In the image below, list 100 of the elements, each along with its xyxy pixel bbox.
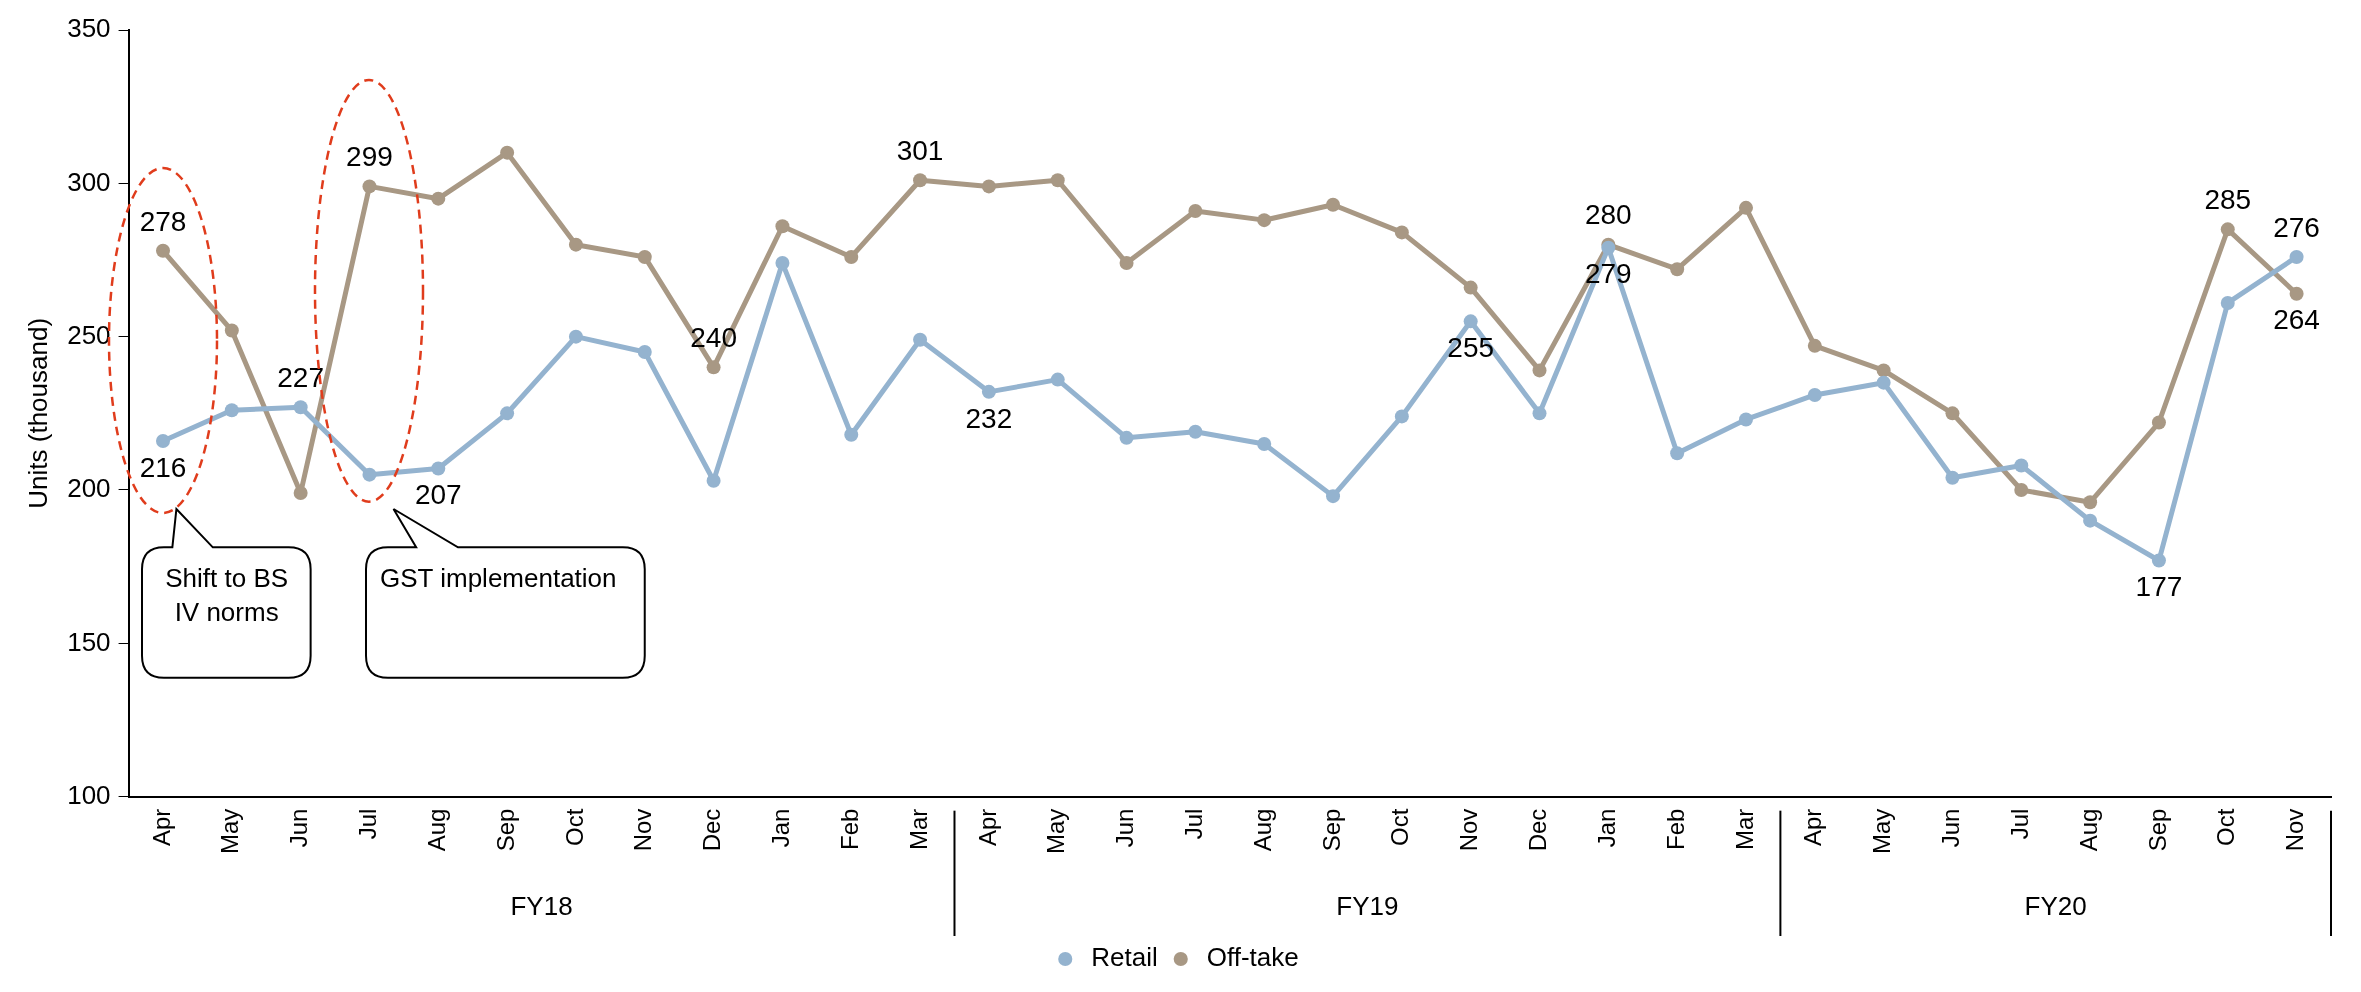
legend-label: Off-take <box>1206 942 1299 973</box>
data-label: 301 <box>896 134 944 166</box>
point <box>913 332 928 347</box>
annotation: Shift to BS IV norms <box>164 562 290 630</box>
point <box>293 486 308 501</box>
data-label: 207 <box>414 479 462 511</box>
point <box>2083 495 2098 510</box>
data-label: 216 <box>139 451 187 483</box>
x-tick-label: Jan <box>1592 808 1620 848</box>
x-tick-label: Nov <box>1455 808 1483 852</box>
y-tick-label: 150 <box>67 626 111 657</box>
data-label: 278 <box>139 205 187 237</box>
x-tick-label: Sep <box>1317 808 1345 852</box>
x-tick-label: Dec <box>698 808 726 852</box>
point <box>2014 483 2029 497</box>
x-tick-label: Oct <box>1386 808 1414 846</box>
data-label: 232 <box>965 402 1013 434</box>
y-tick-label: 250 <box>67 319 111 350</box>
point <box>1738 200 1753 215</box>
x-tick-label: Jul <box>354 808 382 840</box>
point <box>1119 430 1134 445</box>
data-label: 227 <box>277 361 324 393</box>
x-tick-label: Apr <box>147 808 175 847</box>
x-tick-label: Jan <box>767 808 795 848</box>
point <box>844 427 859 442</box>
point <box>1876 363 1891 378</box>
data-label: 280 <box>1584 199 1632 231</box>
point <box>2014 458 2029 473</box>
data-label: 177 <box>2135 571 2183 603</box>
x-tick-label: Aug <box>1248 808 1276 852</box>
point <box>1876 375 1891 390</box>
point <box>1050 372 1065 387</box>
x-tick-label: Aug <box>422 808 450 852</box>
x-tick-label: Oct <box>2212 808 2240 846</box>
point <box>1463 280 1478 295</box>
point <box>981 384 996 399</box>
x-tick-label: Jun <box>285 808 313 848</box>
point <box>981 179 996 194</box>
point <box>1394 409 1409 424</box>
x-tick-label: Mar <box>904 808 932 850</box>
legend-label: Retail <box>1091 942 1158 973</box>
x-tick-label: Apr <box>973 808 1001 847</box>
point <box>775 256 790 271</box>
x-tick-label: Feb <box>835 808 863 851</box>
text: FY20 <box>2024 891 2087 922</box>
point <box>1188 203 1203 218</box>
point <box>1738 412 1753 427</box>
point <box>1394 225 1409 240</box>
text: FY19 <box>1336 891 1399 922</box>
point <box>1257 213 1272 228</box>
x-tick-label: Dec <box>1524 808 1552 852</box>
x-tick-label: Nov <box>629 808 657 852</box>
point <box>637 249 652 264</box>
point <box>431 461 446 476</box>
x-tick-label: Sep <box>2143 808 2171 852</box>
point <box>155 243 170 258</box>
point <box>1119 256 1134 271</box>
point <box>2220 295 2235 310</box>
point <box>1670 446 1685 461</box>
point <box>1050 173 1065 188</box>
point <box>637 345 652 359</box>
point <box>1463 314 1478 329</box>
x-tick-label: Mar <box>1730 808 1758 850</box>
point <box>2289 249 2304 264</box>
data-label: 299 <box>346 141 393 173</box>
point <box>913 173 928 188</box>
annotation: GST implementation <box>380 562 618 596</box>
point <box>362 467 377 482</box>
point <box>2220 222 2235 237</box>
point <box>706 473 721 488</box>
point <box>1670 262 1685 277</box>
x-tick-label: Aug <box>2074 808 2102 852</box>
point <box>2151 415 2166 430</box>
point <box>500 145 515 160</box>
data-label: 264 <box>2273 304 2320 336</box>
y-tick-label: 200 <box>67 473 111 504</box>
x-tick-label: May <box>1042 808 1070 854</box>
point <box>224 323 239 338</box>
data-label: 285 <box>2204 184 2252 216</box>
x-tick-label: Nov <box>2281 808 2309 852</box>
point <box>362 179 377 194</box>
x-tick-label: Sep <box>491 808 519 852</box>
data-label: 276 <box>2273 211 2320 243</box>
text: FY18 <box>510 891 573 922</box>
point <box>568 237 583 252</box>
x-tick-label: May <box>1868 808 1896 854</box>
x-tick-label: Feb <box>1661 808 1689 851</box>
y-tick-label: 350 <box>67 13 111 44</box>
y-tick-label: 300 <box>67 166 111 197</box>
point <box>1532 406 1547 421</box>
y-axis-title: Units (thousand) <box>22 317 53 509</box>
x-tick-label: May <box>216 808 244 854</box>
data-label: 255 <box>1447 332 1495 364</box>
data-label: 240 <box>690 322 737 354</box>
point <box>1326 489 1341 504</box>
point <box>844 249 859 264</box>
point <box>2083 513 2098 528</box>
point <box>775 219 790 234</box>
x-tick-label: Oct <box>560 808 588 846</box>
y-tick-label: 100 <box>67 779 111 810</box>
